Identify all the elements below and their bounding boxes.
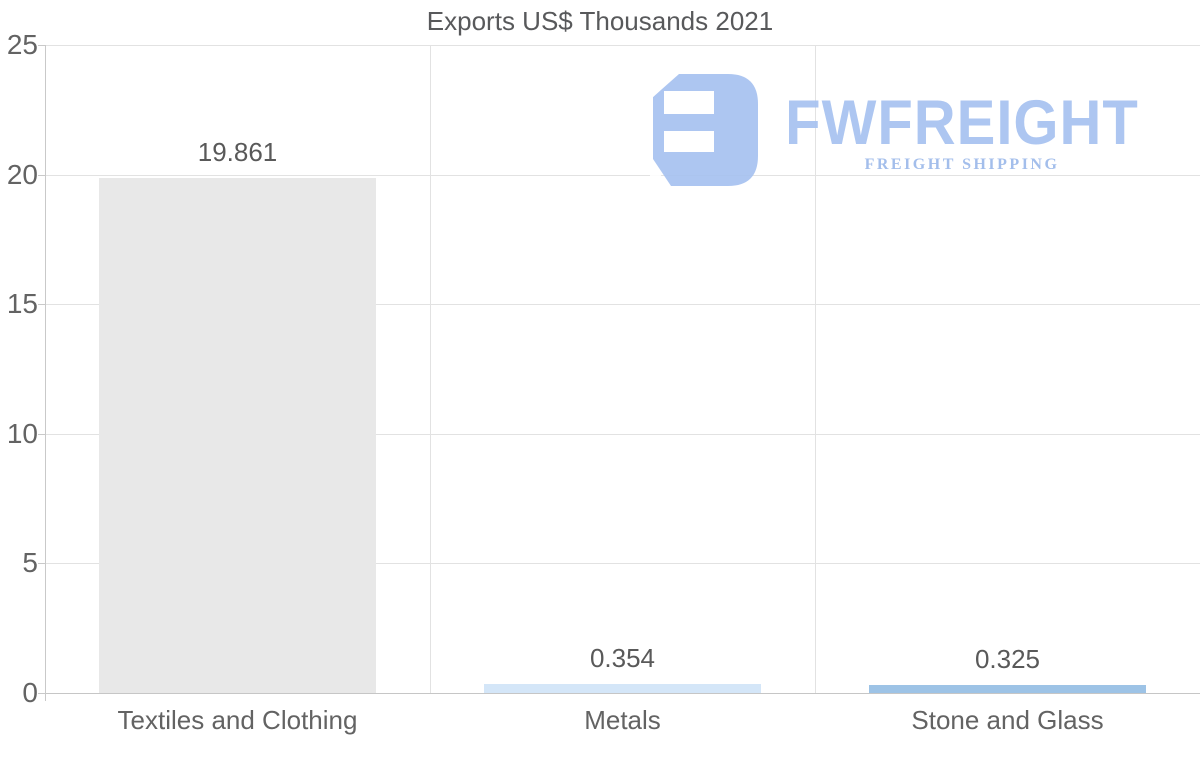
chart-title: Exports US$ Thousands 2021 bbox=[426, 6, 774, 36]
y-tick-mark bbox=[38, 433, 45, 435]
y-tick-mark bbox=[38, 174, 45, 176]
x-axis-label-stone-and-glass: Stone and Glass bbox=[911, 705, 1104, 735]
bar-metals bbox=[483, 683, 762, 693]
x-axis-baseline bbox=[45, 693, 1200, 694]
x-axis-label-metals: Metals bbox=[584, 705, 661, 735]
bar-stone-and-glass bbox=[868, 684, 1147, 693]
x-gridline bbox=[815, 45, 816, 693]
x-gridline bbox=[430, 45, 431, 693]
y-gridline bbox=[45, 45, 1200, 46]
y-axis-line bbox=[45, 45, 46, 701]
bar-value-label-textiles-and-clothing: 19.861 bbox=[197, 137, 278, 168]
logo-brand-text: FWFREIGHT bbox=[785, 87, 1139, 158]
bar-value-label-stone-and-glass: 0.325 bbox=[974, 643, 1041, 674]
y-tick-mark bbox=[38, 304, 45, 306]
x-axis-label-textiles-and-clothing: Textiles and Clothing bbox=[117, 705, 358, 735]
logo-text-block: FWFREIGHT FREIGHT SHIPPING bbox=[772, 87, 1152, 174]
y-gridline bbox=[45, 433, 1200, 435]
y-tick-label: 10 bbox=[6, 417, 38, 449]
y-tick-mark bbox=[38, 693, 45, 694]
bar-textiles-and-clothing bbox=[98, 178, 377, 693]
y-tick-label: 5 bbox=[22, 547, 38, 579]
y-tick-label: 25 bbox=[6, 29, 38, 60]
y-gridline bbox=[45, 174, 1200, 176]
bar-value-label-metals: 0.354 bbox=[589, 642, 656, 673]
fwfreight-logo-icon bbox=[650, 72, 758, 188]
y-tick-label: 15 bbox=[6, 288, 38, 320]
logo-tagline-text: FREIGHT SHIPPING bbox=[864, 156, 1060, 173]
y-tick-label: 0 bbox=[22, 677, 38, 708]
y-tick-mark bbox=[38, 45, 45, 46]
y-tick-label: 20 bbox=[6, 158, 38, 190]
y-gridline bbox=[45, 304, 1200, 306]
y-gridline bbox=[45, 563, 1200, 565]
y-tick-mark bbox=[38, 563, 45, 565]
